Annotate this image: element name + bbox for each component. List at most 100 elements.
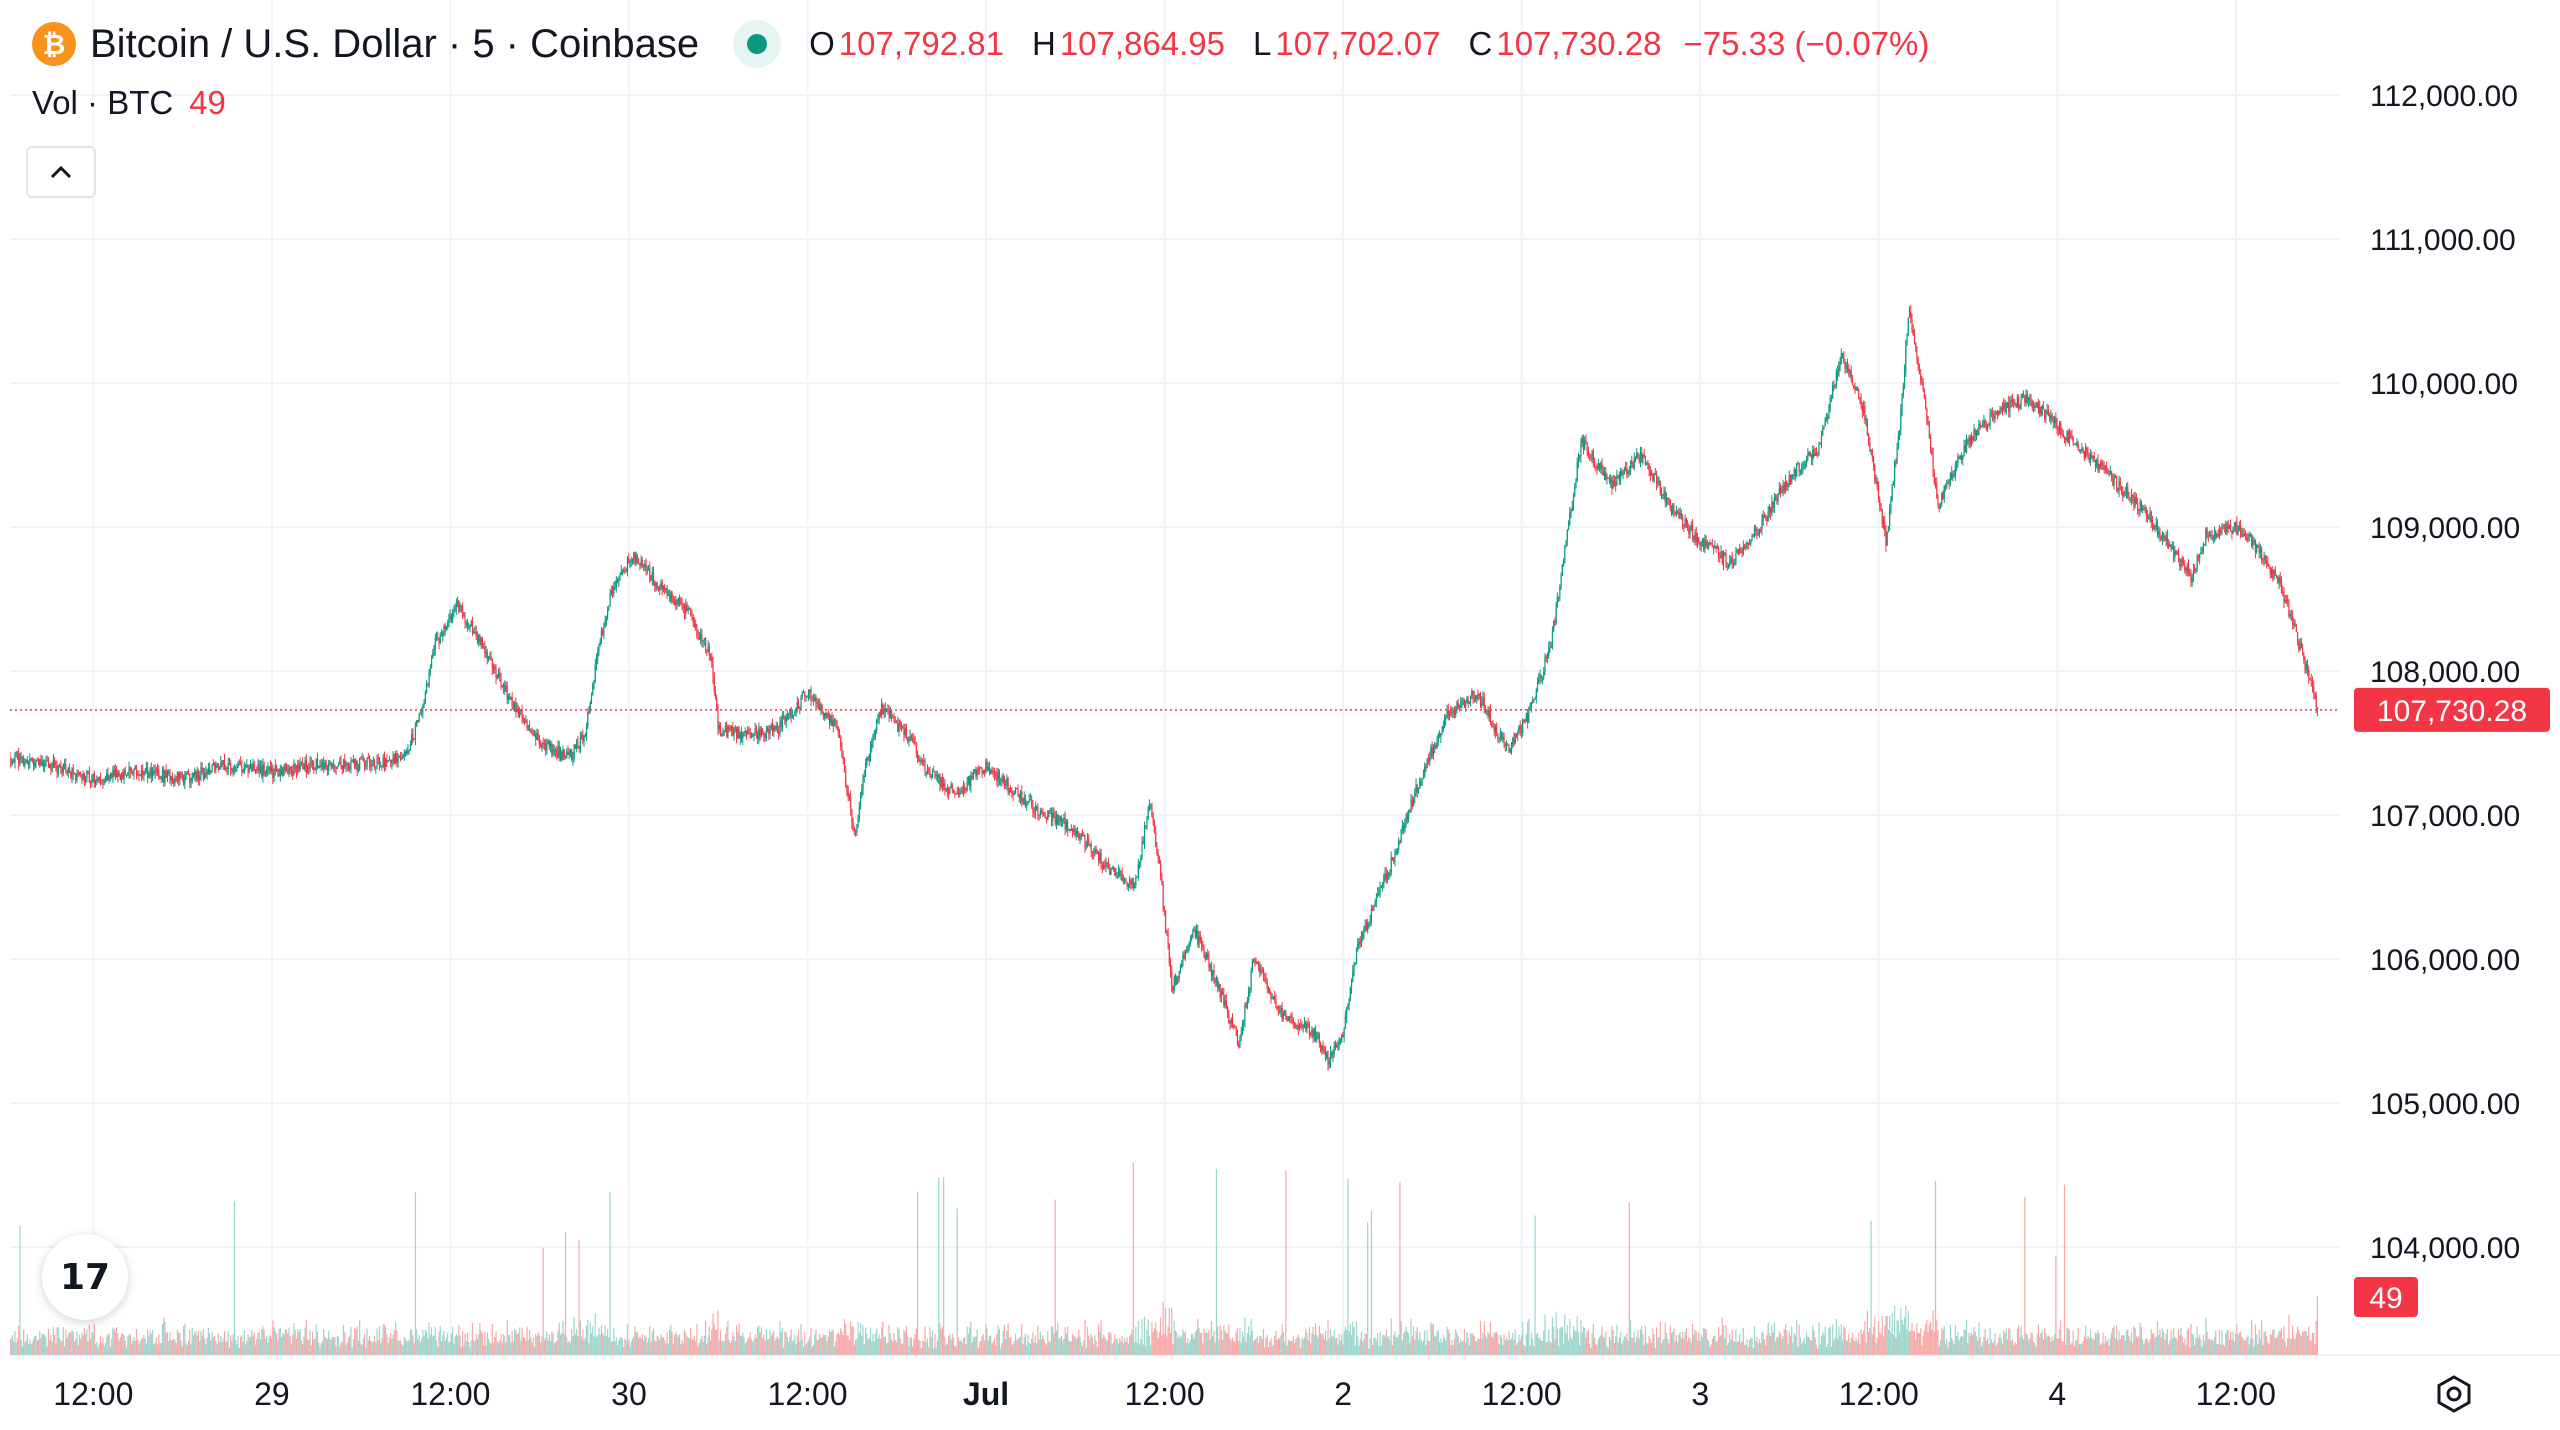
volume-bar xyxy=(1049,1342,1051,1355)
volume-bar xyxy=(216,1344,218,1355)
candle-body xyxy=(1504,744,1506,747)
candle-body xyxy=(655,582,657,586)
candle-body xyxy=(964,787,966,791)
candle-body xyxy=(1864,405,1866,421)
candle-body xyxy=(1694,532,1696,540)
volume-bar xyxy=(795,1344,797,1355)
candle-body xyxy=(175,779,177,781)
candle-body xyxy=(298,764,300,770)
candle-body xyxy=(340,761,342,766)
candle-body xyxy=(159,777,161,779)
candle-body xyxy=(463,615,465,617)
candle-body xyxy=(1471,690,1473,696)
volume-bar xyxy=(1810,1340,1813,1355)
volume-bar xyxy=(1576,1316,1578,1355)
volume-bar xyxy=(284,1329,286,1355)
candle-body xyxy=(1621,471,1623,475)
candle-body xyxy=(1114,868,1116,876)
volume-bar xyxy=(1443,1337,1446,1355)
volume-bar xyxy=(722,1340,724,1355)
candle-body xyxy=(1838,365,1840,377)
volume-bar xyxy=(170,1339,172,1355)
volume-bar xyxy=(1897,1320,1899,1355)
volume-bar xyxy=(532,1337,534,1355)
candle-body xyxy=(1507,744,1509,746)
volume-bar xyxy=(1191,1333,1193,1355)
candle-body xyxy=(1693,536,1695,540)
volume-bar xyxy=(1218,1339,1220,1355)
candle-body xyxy=(106,773,108,780)
candle-body xyxy=(1033,811,1035,813)
candle-body xyxy=(1605,471,1607,480)
volume-bar xyxy=(1889,1316,1891,1355)
candle-body xyxy=(1265,978,1267,984)
volume-bar xyxy=(542,1247,544,1355)
candle-body xyxy=(1191,936,1193,941)
candle-body xyxy=(1768,507,1771,512)
candle-body xyxy=(248,767,250,772)
volume-bar xyxy=(580,1336,583,1355)
candle-body xyxy=(1344,1016,1346,1029)
volume-bar xyxy=(1303,1337,1306,1355)
volume-bar xyxy=(1059,1338,1061,1355)
volume-bar xyxy=(1781,1339,1783,1355)
candle-body xyxy=(27,762,30,765)
candle-body xyxy=(10,762,12,764)
candle-body xyxy=(14,753,16,763)
volume-bar xyxy=(1956,1335,1958,1355)
volume-bar xyxy=(1994,1332,1996,1355)
candle-body xyxy=(573,744,575,758)
volume-bar xyxy=(249,1336,252,1355)
candle-body xyxy=(1396,849,1399,851)
volume-bar xyxy=(25,1340,27,1355)
candle-body xyxy=(549,744,552,747)
volume-bar xyxy=(1601,1326,1603,1355)
volume-bar xyxy=(1674,1340,1676,1355)
volume-bar xyxy=(1972,1334,1974,1355)
candle-body xyxy=(365,766,367,768)
volume-bar xyxy=(1000,1348,1002,1355)
volume-bar xyxy=(118,1340,120,1355)
candle-body xyxy=(941,777,943,788)
volume-bar xyxy=(2247,1335,2249,1355)
candle-body xyxy=(753,733,755,736)
candle-body xyxy=(1295,1024,1297,1027)
volume-bar xyxy=(428,1322,430,1355)
candle-body xyxy=(1146,818,1148,829)
candle-body xyxy=(457,600,459,605)
volume-bar xyxy=(661,1336,663,1355)
candle-body xyxy=(1302,1025,1304,1028)
volume-bar xyxy=(1592,1323,1594,1355)
candle-body xyxy=(1586,442,1588,452)
candle-body xyxy=(1209,964,1211,969)
chart-frame[interactable]: 107,730.28 49 112,000.00 111,000.00 110,000… xyxy=(10,0,2560,1430)
volume-bar xyxy=(1448,1332,1451,1355)
volume-bar xyxy=(1048,1341,1050,1355)
candle-body xyxy=(211,764,213,772)
candle-body xyxy=(1854,387,1856,390)
volume-bar xyxy=(395,1321,397,1355)
candle-body xyxy=(96,779,98,782)
candle-body xyxy=(148,775,150,778)
volume-bar xyxy=(1684,1332,1686,1355)
candle-body xyxy=(1730,557,1732,562)
volume-bar xyxy=(2015,1344,2017,1355)
volume-bar xyxy=(2206,1331,2208,1355)
volume-bar xyxy=(419,1342,422,1355)
candle-body xyxy=(1629,460,1632,473)
volume-bar xyxy=(310,1345,312,1355)
volume-bar xyxy=(915,1328,917,1355)
volume-bar xyxy=(491,1323,493,1355)
volume-bar xyxy=(1215,1168,1218,1355)
volume-bar xyxy=(1411,1336,1413,1355)
candle-body xyxy=(1934,482,1937,484)
volume-bar xyxy=(2220,1345,2222,1355)
candle-body xyxy=(290,770,293,772)
candle-body xyxy=(55,764,57,767)
volume-bar xyxy=(1224,1330,1226,1355)
volume-bar xyxy=(1921,1345,1923,1355)
volume-bar xyxy=(329,1338,331,1355)
candle-body xyxy=(861,789,863,796)
volume-bar xyxy=(1954,1325,1956,1355)
